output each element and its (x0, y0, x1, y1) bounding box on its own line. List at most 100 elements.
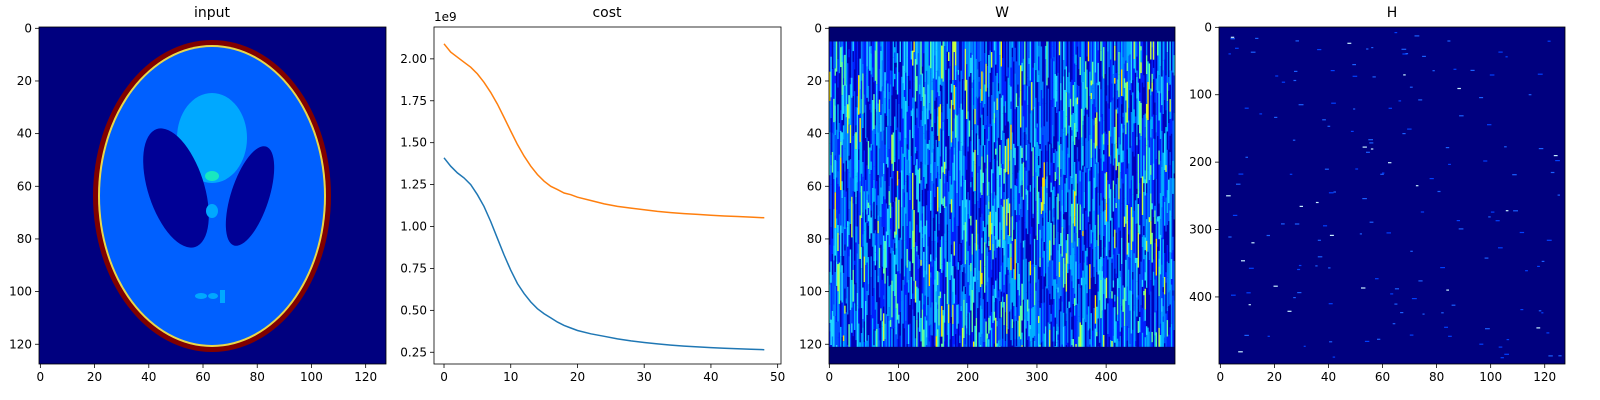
W-streak (1018, 248, 1021, 274)
W-streak (960, 41, 963, 71)
W-streak (1046, 249, 1048, 289)
W-streak (988, 208, 990, 216)
W-streak (978, 270, 981, 293)
W-streak (863, 282, 866, 322)
W-streak (927, 190, 929, 224)
W-streak (943, 41, 946, 47)
W-streak (1032, 218, 1035, 260)
W-streak (858, 323, 860, 347)
W-streak (1152, 325, 1155, 341)
W-streak (907, 260, 910, 280)
W-streak (974, 281, 976, 326)
W-streak (960, 186, 963, 217)
W-streak (1114, 143, 1116, 159)
W-streak (1078, 204, 1080, 238)
W-streak (833, 98, 835, 123)
W-streak (851, 196, 853, 238)
W-streak (972, 341, 975, 347)
W-streak (1026, 203, 1029, 211)
W-streak (936, 211, 939, 237)
W-streak (1127, 256, 1130, 270)
W-streak (1002, 248, 1004, 263)
W-streak (967, 282, 970, 314)
W-streak (1112, 236, 1115, 255)
W-streak (859, 141, 862, 182)
W-streak (1011, 319, 1014, 329)
H-dash (1362, 146, 1367, 148)
W-streak (1054, 346, 1057, 347)
W-streak (1112, 280, 1115, 288)
W-streak (946, 154, 949, 182)
W-streak (917, 312, 920, 328)
W-streak (921, 213, 924, 227)
W-streak (864, 341, 867, 347)
H-dash (1512, 174, 1517, 176)
W-streak (878, 41, 881, 69)
W-streak (1085, 41, 1087, 62)
W-streak (1068, 157, 1071, 190)
H-dash (1422, 55, 1426, 57)
W-streak (971, 129, 974, 172)
W-streak (862, 246, 864, 288)
W-streak (1141, 146, 1144, 165)
H-dash (1281, 81, 1286, 83)
W-streak (957, 304, 960, 324)
W-streak (902, 83, 905, 119)
W-streak (845, 191, 848, 228)
W-streak (1075, 261, 1078, 306)
W-streak (974, 204, 976, 236)
W-streak (993, 250, 996, 289)
H-dash (1483, 160, 1488, 162)
W-streak (943, 341, 946, 347)
W-streak (943, 196, 946, 208)
W-streak (988, 41, 990, 55)
W-streak (1089, 247, 1091, 265)
W-streak (848, 172, 851, 210)
W-streak (830, 56, 833, 98)
W-streak (1085, 322, 1087, 347)
W-streak (966, 199, 968, 242)
W-streak (1069, 98, 1072, 128)
W-streak (867, 225, 870, 258)
W-streak (1091, 119, 1094, 158)
W-streak (959, 343, 961, 347)
W-streak (845, 117, 848, 161)
H-dash (1410, 250, 1413, 252)
W-streak (939, 41, 942, 85)
W-streak (1024, 100, 1026, 133)
W-streak (1155, 114, 1158, 133)
W-streak (874, 188, 877, 219)
W-streak (1104, 131, 1107, 174)
W-streak (948, 41, 950, 53)
W-streak (877, 174, 880, 196)
W-streak (972, 276, 975, 303)
W-streak (1121, 203, 1123, 238)
x-tick-label: 100 (300, 370, 323, 384)
W-streak (851, 279, 853, 308)
W-streak (1039, 344, 1042, 347)
W-streak (942, 270, 945, 311)
W-streak (941, 112, 943, 130)
W-streak (829, 323, 831, 332)
W-streak (1071, 203, 1073, 243)
W-streak (1105, 256, 1108, 278)
W-streak (1115, 184, 1118, 203)
W-streak (1140, 62, 1143, 74)
W-streak (1158, 120, 1161, 151)
W-streak (1159, 219, 1162, 235)
W-streak (1173, 41, 1175, 56)
W-streak (1163, 100, 1166, 134)
W-streak (1029, 222, 1032, 234)
W-streak (1141, 176, 1144, 215)
W-streak (1046, 121, 1048, 151)
W-streak (1103, 294, 1105, 335)
W-streak (1002, 164, 1004, 207)
W-streak (845, 257, 848, 299)
W-streak (934, 197, 936, 231)
W-streak (863, 230, 866, 257)
W-streak (1104, 41, 1107, 48)
W-streak (985, 168, 988, 205)
input-center-spot (205, 171, 219, 181)
W-streak (876, 84, 878, 112)
W-streak (1141, 279, 1144, 287)
